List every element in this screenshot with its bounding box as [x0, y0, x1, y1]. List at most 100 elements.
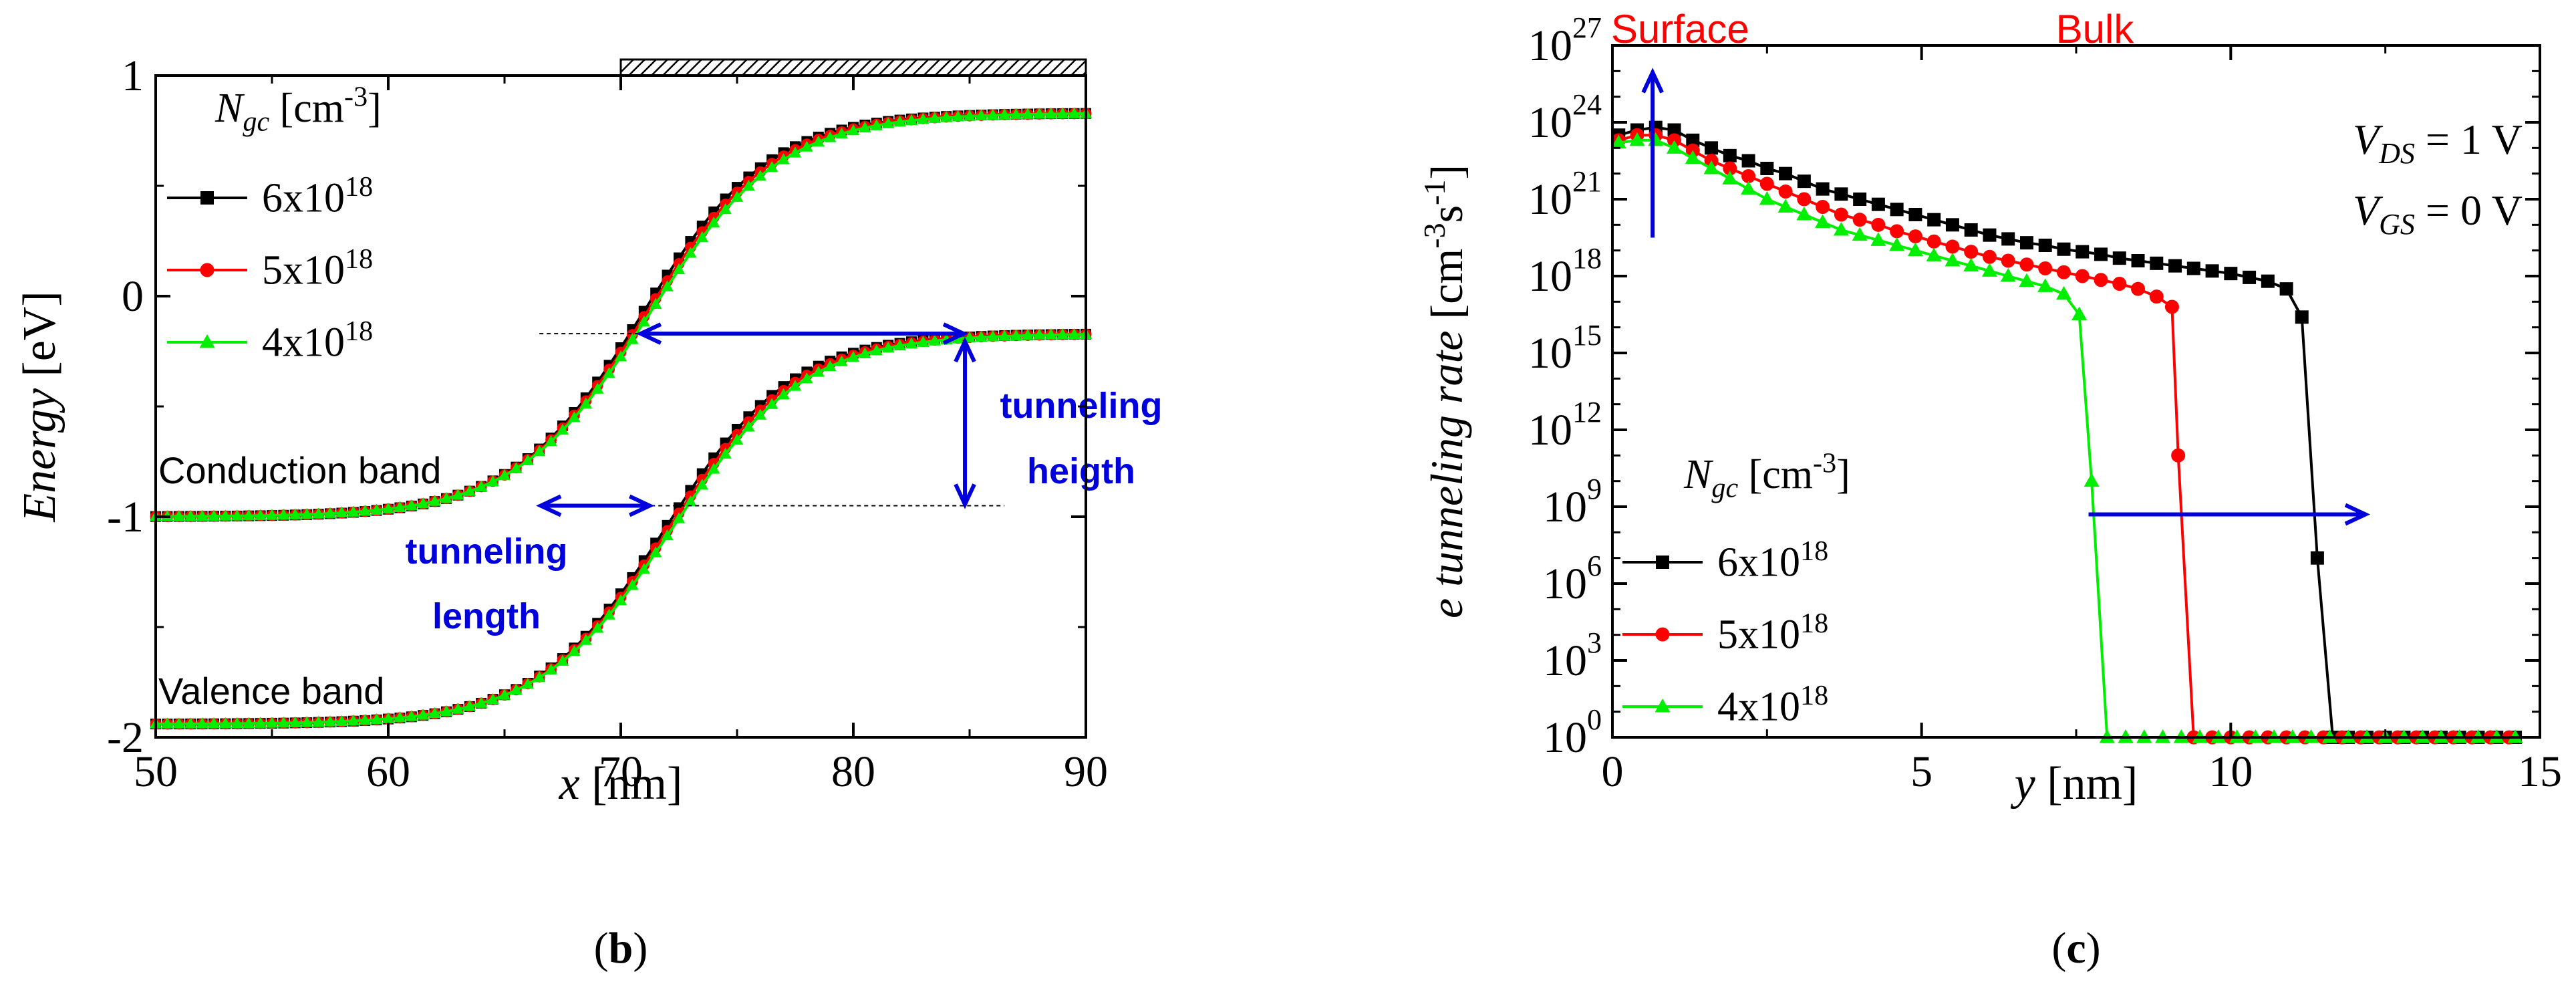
y-tick-label: 1018: [1528, 242, 1602, 301]
data-point: [859, 347, 871, 359]
data-point: [196, 509, 208, 521]
y-tick-base: 10: [1528, 406, 1572, 455]
data-point: [521, 454, 534, 465]
data-point: [1723, 148, 1737, 162]
y-tick-label: 100: [1543, 703, 1602, 762]
data-point: [2000, 268, 2016, 282]
legend-title-symbol: N: [214, 86, 245, 131]
data-point: [1852, 227, 1868, 241]
data-point: [928, 334, 941, 346]
series-line: [155, 333, 1087, 725]
tunneling-length-arrow-head-left: [536, 494, 562, 517]
y-tick-exponent: 6: [1587, 549, 1602, 582]
data-point: [1010, 329, 1022, 341]
data-point: [1983, 228, 1997, 242]
y-tick-base: 10: [1543, 713, 1587, 762]
x-tick-label: 60: [366, 747, 410, 796]
data-point: [1852, 213, 1867, 227]
bias-symbol: V: [2353, 116, 2384, 163]
legend-entry-base: 5x10: [262, 247, 345, 293]
data-point: [2055, 285, 2071, 300]
panel-label-letter: c: [2066, 924, 2086, 973]
data-point: [452, 703, 464, 714]
data-point: [812, 366, 825, 377]
data-point: [370, 503, 383, 515]
data-point: [243, 509, 255, 521]
data-point: [777, 388, 790, 400]
data-point: [696, 479, 708, 490]
bias-subscript: DS: [2378, 137, 2415, 170]
data-point: [742, 420, 755, 432]
y-axis-superscript-2: -1: [1417, 180, 1451, 205]
data-point: [1068, 328, 1081, 340]
x-axis-label: x [nm]: [559, 758, 683, 810]
legend-title-subscript: gc: [1711, 473, 1738, 504]
data-point: [684, 247, 697, 258]
data-point: [1815, 214, 1831, 228]
y-tick-exponent: 0: [1587, 703, 1602, 736]
data-point: [789, 146, 802, 158]
data-point: [672, 512, 686, 523]
y-axis-unit-s: s: [1421, 205, 1472, 223]
panel-label-open: (: [594, 924, 609, 973]
data-point: [2243, 270, 2257, 284]
data-point: [824, 131, 837, 142]
tunneling-height-line-2: heigth: [1027, 451, 1135, 491]
legend-entry-base: 6x10: [262, 175, 345, 221]
data-point: [2131, 281, 2146, 296]
data-point: [545, 435, 557, 447]
data-point: [742, 179, 755, 191]
data-point: [231, 717, 243, 729]
legend-entry-exponent: 18: [1800, 535, 1828, 567]
legend-entry-0-marker: [200, 191, 214, 205]
data-point: [998, 108, 1011, 120]
legend-entry-exponent: 18: [1800, 680, 1828, 711]
data-point: [824, 360, 837, 372]
data-point: [882, 342, 895, 353]
y-tick-label: 1012: [1528, 396, 1602, 455]
y-axis-variable: Energy: [14, 388, 65, 522]
series-valence-band-4x1018: [149, 328, 1093, 729]
panel-label-open: (: [2051, 924, 2066, 973]
x-tick-label: 90: [1064, 747, 1108, 796]
data-point: [614, 594, 627, 606]
data-point: [672, 263, 686, 275]
data-point: [1779, 166, 1793, 180]
data-point: [1964, 223, 1978, 237]
data-point: [2094, 247, 2108, 261]
panel-b-energy-band-chart: tunneling length tunneling heigth Conduction…: [14, 51, 1162, 973]
data-point: [1010, 108, 1022, 120]
data-point: [801, 140, 813, 152]
data-point: [335, 506, 348, 517]
data-point: [579, 397, 592, 409]
data-point: [719, 203, 732, 215]
data-point: [708, 217, 720, 228]
data-point: [486, 475, 499, 487]
data-point: [2037, 278, 2053, 292]
data-point: [1981, 263, 1997, 277]
data-point: [382, 712, 395, 724]
data-point: [556, 423, 569, 435]
data-point: [1982, 249, 1997, 264]
y-axis-variable: e tunneling rate: [1421, 330, 1472, 618]
data-point: [231, 509, 243, 521]
data-point: [708, 463, 720, 474]
data-point: [1870, 232, 1886, 246]
data-point: [440, 492, 453, 503]
data-point: [521, 678, 534, 689]
data-point: [277, 716, 290, 728]
data-point: [1021, 108, 1034, 119]
data-point: [394, 501, 406, 512]
data-point: [1021, 329, 1034, 340]
x-axis-label: y [nm]: [2011, 758, 2138, 810]
legend-title-superscript: -3: [1813, 447, 1836, 479]
data-point: [591, 382, 604, 394]
data-point: [172, 717, 185, 729]
data-point: [475, 697, 488, 708]
x-axis-unit: [nm]: [2035, 758, 2138, 810]
data-point: [382, 502, 395, 514]
data-point: [1945, 218, 1959, 232]
data-point: [347, 714, 360, 726]
legend-entry-exponent: 18: [1800, 608, 1828, 639]
band-gap-arrow-head-left: [635, 322, 662, 345]
